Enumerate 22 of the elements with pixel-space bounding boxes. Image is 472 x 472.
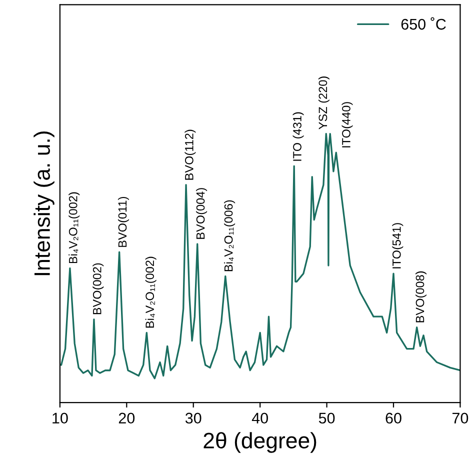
annotation: BVO(008)	[416, 271, 427, 322]
annotation: YSZ (220)	[318, 76, 330, 130]
annotation: ITO(541)	[392, 223, 404, 268]
x-tick-label: 10	[52, 412, 68, 424]
x-axis-title: 2θ (degree)	[204, 432, 316, 453]
annotation: Bi₄V₂O₁₁(002)	[68, 192, 80, 264]
annotation: Bi₄V₂O₁₁(006)	[224, 200, 236, 272]
annotation: ITO (431)	[292, 112, 304, 161]
x-tick-label: 40	[252, 412, 268, 424]
x-tick-label: 20	[118, 412, 135, 424]
x-tick-label: 30	[185, 412, 202, 424]
annotation: BVO(112)	[184, 130, 196, 180]
legend-label: 650 ˚C	[401, 17, 446, 30]
x-tick-label: 60	[386, 412, 402, 424]
annotation: Bi₄V₂O₁₁(002)	[145, 256, 156, 328]
annotation: ITO(440)	[342, 102, 353, 148]
annotation: BVO(011)	[118, 197, 129, 247]
annotation: BVO(002)	[92, 263, 104, 314]
y-axis-title: Intensity (a. u.)	[34, 132, 54, 276]
x-tick-label: 50	[318, 412, 335, 424]
annotation: BVO(004)	[196, 188, 208, 239]
x-tick-label: 70	[452, 412, 468, 424]
